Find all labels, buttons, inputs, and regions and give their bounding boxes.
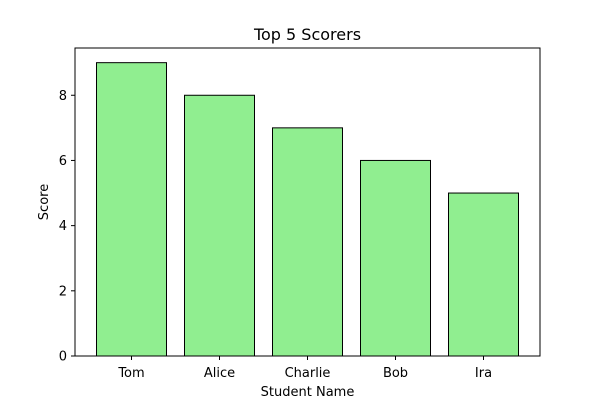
x-tick-label-alice: Alice [204, 366, 235, 381]
y-axis-label: Score [37, 184, 52, 220]
plot-frame [74, 47, 541, 357]
bar-alice [184, 94, 255, 357]
bar-charlie [272, 127, 343, 357]
bar-ira [448, 192, 519, 357]
x-tick-label-charlie: Charlie [285, 366, 331, 381]
x-tick-label-ira: Ira [475, 366, 492, 381]
y-tick-label-0: 0 [59, 350, 67, 365]
bar-tom [96, 62, 167, 357]
y-tick-label-6: 6 [59, 154, 67, 169]
chart-title: Top 5 Scorers [253, 25, 361, 44]
y-tick-label-4: 4 [59, 219, 67, 234]
bar-bob [360, 159, 431, 357]
y-tick-label-2: 2 [59, 284, 67, 299]
x-tick-label-bob: Bob [383, 366, 408, 381]
x-tick-label-tom: Tom [117, 366, 144, 381]
y-axis: 0 2 4 6 8 [59, 89, 75, 365]
bars-group [96, 62, 519, 357]
y-tick-label-8: 8 [59, 89, 67, 104]
x-axis: Tom Alice Charlie Bob Ira [117, 356, 492, 381]
x-axis-label: Student Name [261, 385, 355, 400]
